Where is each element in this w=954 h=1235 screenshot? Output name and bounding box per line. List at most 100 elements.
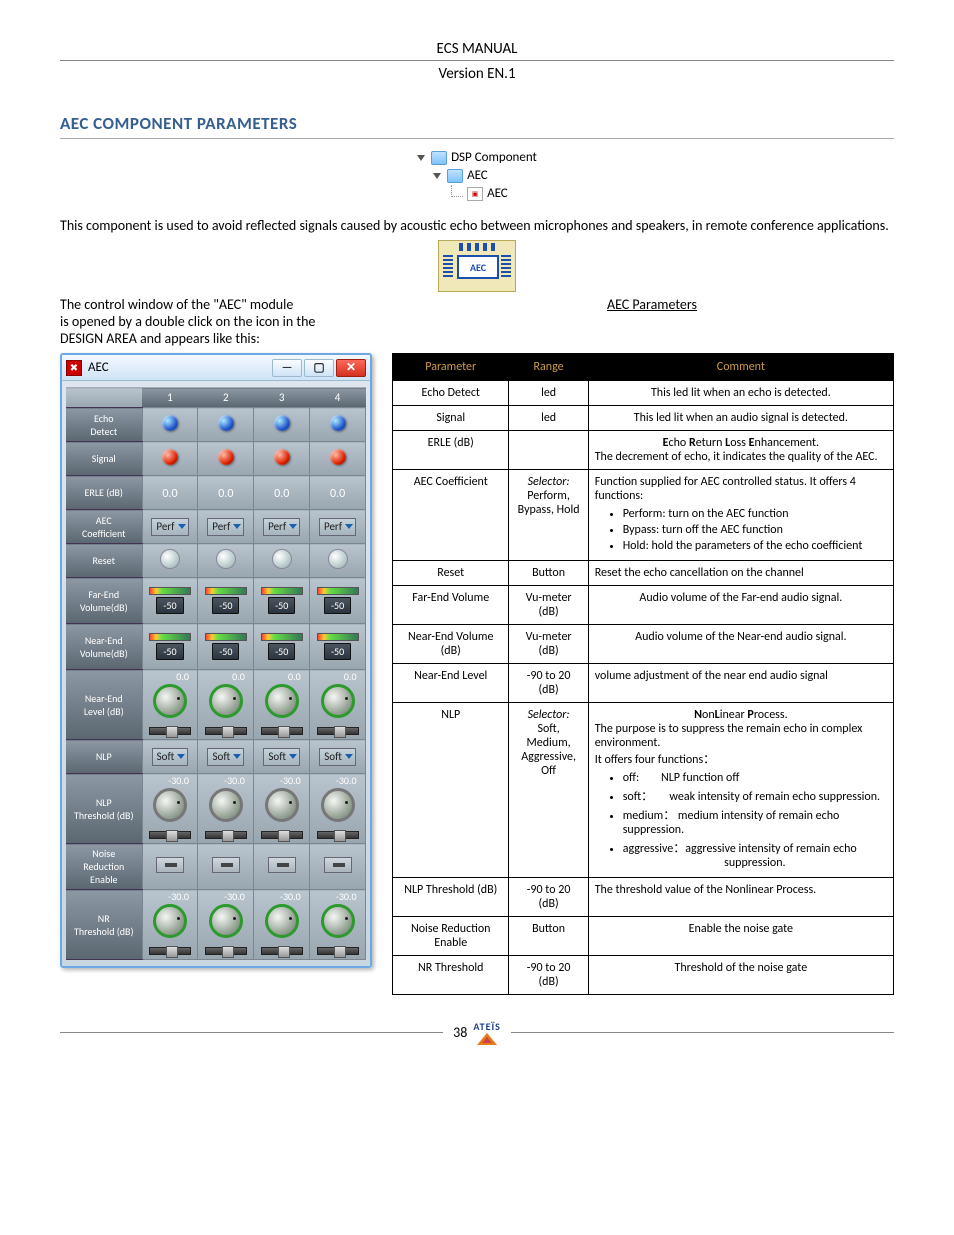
table-caption: AEC Parameters	[410, 296, 894, 313]
param-name: NLP	[393, 703, 509, 878]
slider[interactable]	[261, 727, 303, 735]
param-range: -90 to 20 (dB)	[509, 956, 588, 995]
toggle-button[interactable]	[212, 857, 240, 873]
slider[interactable]	[149, 947, 191, 955]
red-led-icon	[218, 449, 234, 465]
slider[interactable]	[205, 727, 247, 735]
knob-value: -30.0	[261, 890, 303, 903]
param-comment: This led lit when an audio signal is det…	[588, 406, 893, 431]
ateis-logo: ATEÏS	[473, 1020, 501, 1045]
tree-toggle-icon	[433, 173, 441, 179]
minimize-button[interactable]: —	[272, 359, 302, 377]
control-cell	[254, 408, 310, 442]
knob[interactable]	[265, 684, 299, 718]
chevron-down-icon	[178, 524, 186, 529]
param-range: Button	[509, 917, 588, 956]
knob-value: 0.0	[261, 670, 303, 683]
tree-root-label: DSP Component	[451, 149, 537, 167]
slider[interactable]	[261, 947, 303, 955]
row-label: NLP	[66, 740, 142, 774]
dropdown[interactable]: Perf	[151, 518, 188, 536]
param-name: NR Threshold	[393, 956, 509, 995]
slider[interactable]	[317, 727, 359, 735]
header-rule	[60, 60, 894, 61]
param-range: -90 to 20 (dB)	[509, 878, 588, 917]
knob[interactable]	[321, 788, 355, 822]
chevron-down-icon	[345, 754, 353, 759]
blue-led-icon	[330, 415, 346, 431]
slider[interactable]	[317, 831, 359, 839]
knob-value: -30.0	[205, 774, 247, 787]
knob-value: -30.0	[149, 774, 191, 787]
table-row: NR Threshold -90 to 20 (dB) Threshold of…	[393, 956, 894, 995]
dropdown[interactable]: Soft	[263, 748, 300, 766]
dropdown[interactable]: Soft	[319, 748, 356, 766]
triangle-icon	[477, 1033, 497, 1045]
slider[interactable]	[317, 947, 359, 955]
dropdown[interactable]: Perf	[263, 518, 300, 536]
param-name: Signal	[393, 406, 509, 431]
knob[interactable]	[209, 684, 243, 718]
knob[interactable]	[321, 684, 355, 718]
vu-meter	[205, 633, 247, 641]
control-cell: Perf	[198, 510, 254, 544]
dropdown[interactable]: Perf	[319, 518, 356, 536]
reset-button[interactable]	[160, 549, 180, 569]
toggle-button[interactable]	[156, 857, 184, 873]
param-range: led	[509, 381, 588, 406]
knob[interactable]	[153, 684, 187, 718]
vu-value: -50	[156, 597, 183, 614]
dropdown[interactable]: Soft	[207, 748, 244, 766]
knob[interactable]	[265, 788, 299, 822]
slider[interactable]	[205, 947, 247, 955]
knob[interactable]	[209, 788, 243, 822]
control-cell	[198, 544, 254, 578]
titlebar[interactable]: ✖ AEC — ▢ ✕	[62, 355, 370, 381]
slider[interactable]	[149, 831, 191, 839]
vu-meter	[317, 587, 359, 595]
knob[interactable]	[209, 904, 243, 938]
control-cell: 0.0	[198, 476, 254, 510]
knob[interactable]	[153, 788, 187, 822]
row-label: NLPThreshold (dB)	[66, 774, 142, 844]
vu-meter	[205, 587, 247, 595]
red-led-icon	[330, 449, 346, 465]
param-comment: Echo Return Loss Enhancement.The decreme…	[588, 431, 893, 470]
footer-rule-left	[60, 1032, 443, 1033]
maximize-button[interactable]: ▢	[304, 359, 334, 377]
param-range	[509, 431, 588, 470]
toggle-button[interactable]	[324, 857, 352, 873]
control-cell: 0.0	[254, 476, 310, 510]
tree-leaf-label: AEC	[487, 185, 508, 203]
blue-led-icon	[274, 415, 290, 431]
knob[interactable]	[265, 904, 299, 938]
table-row: NLP Threshold (dB) -90 to 20 (dB) The th…	[393, 878, 894, 917]
control-cell	[254, 544, 310, 578]
knob-value: 0.0	[317, 670, 359, 683]
table-row: ERLE (dB) Echo Return Loss Enhancement.T…	[393, 431, 894, 470]
control-cell: -30.0	[310, 774, 366, 844]
row-label: Signal	[66, 442, 142, 476]
control-cell: 0.0	[142, 476, 198, 510]
slider[interactable]	[205, 831, 247, 839]
slider[interactable]	[261, 831, 303, 839]
reset-button[interactable]	[328, 549, 348, 569]
close-button[interactable]: ✕	[336, 359, 366, 377]
control-cell: -30.0	[254, 890, 310, 960]
page-footer: 38 ATEÏS	[60, 1020, 894, 1045]
chevron-down-icon	[345, 524, 353, 529]
knob[interactable]	[153, 904, 187, 938]
brand-name: ATEÏS	[473, 1020, 501, 1033]
knob[interactable]	[321, 904, 355, 938]
channel-header: 4	[310, 388, 366, 408]
reset-button[interactable]	[272, 549, 292, 569]
toggle-button[interactable]	[268, 857, 296, 873]
reset-button[interactable]	[216, 549, 236, 569]
control-cell	[142, 844, 198, 890]
aec-module-icon[interactable]: AEC	[438, 240, 516, 292]
param-comment: volume adjustment of the near end audio …	[588, 664, 893, 703]
dropdown[interactable]: Soft	[152, 748, 189, 766]
slider[interactable]	[149, 727, 191, 735]
dropdown[interactable]: Perf	[207, 518, 244, 536]
control-cell: -50	[142, 624, 198, 670]
